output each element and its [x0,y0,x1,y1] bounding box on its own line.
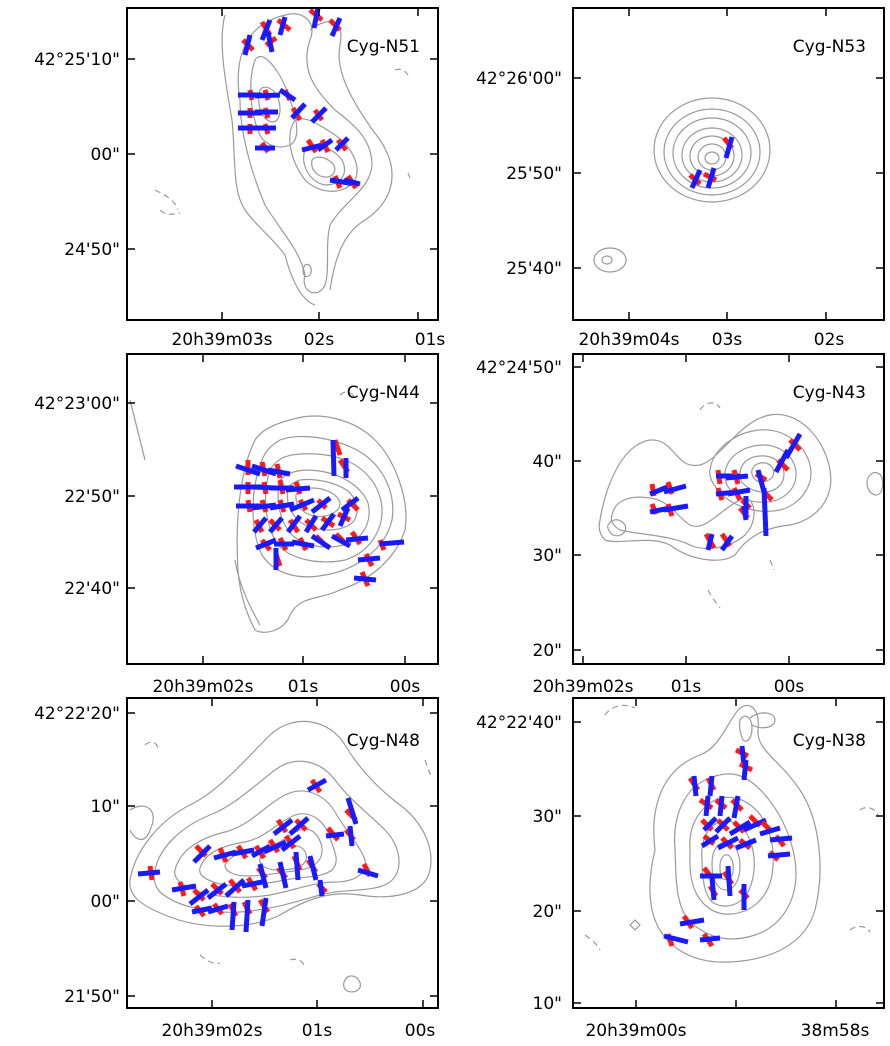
panel-title: Cyg-N38 [793,731,866,751]
y-tick-label: 42°24'50" [476,358,562,378]
x-tick-label: 00s [774,677,805,697]
x-tick-label: 20h39m00s [585,1021,686,1041]
panel-cyg-n38: Cyg-N38 42°22'40" 30" 20" 10" 20h39m00s … [476,697,885,1041]
x-tick-label: 20h39m02s [532,677,633,697]
contours [593,97,771,273]
contours [584,704,879,963]
x-tick-label: 00s [390,677,421,697]
y-tick-label: 20" [533,902,562,922]
panel-cyg-n43: Cyg-N43 42°24'50" 40" 30" 20" 20h39m02s … [476,353,885,697]
y-tick-label: 42°23'00" [34,394,120,414]
contours [598,402,884,609]
panel-title: Cyg-N44 [347,383,420,403]
y-tick-label: 00" [91,145,120,165]
y-tick-label: 40" [533,452,562,472]
x-tick-label: 02s [304,330,335,350]
panel-frame [572,697,885,1009]
y-tick-label: 30" [533,546,562,566]
x-tick-label: 00s [405,1021,436,1041]
panel-frame [572,7,885,321]
panel-frame [572,353,885,665]
axis-ticks [573,698,884,1008]
y-tick-label: 42°26'00" [476,69,562,89]
contours [129,720,433,993]
y-tick-label: 22'40" [64,579,120,599]
x-tick-label: 01s [415,330,446,350]
y-tick-label: 20" [533,641,562,661]
y-tick-label: 30" [533,807,562,827]
axis-ticks [573,354,884,664]
x-tick-label: 03s [712,330,743,350]
x-tick-label: 20h39m04s [578,330,679,350]
polarization-vectors [649,432,803,552]
panel-frame [126,7,439,321]
polarization-vectors [663,745,793,948]
x-tick-label: 20h39m02s [152,677,253,697]
panel-title: Cyg-N51 [347,37,420,57]
y-tick-label: 10" [91,797,120,817]
y-tick-label: 00" [91,892,120,912]
panel-frame [126,697,439,1009]
polarization-vectors [238,7,361,190]
x-tick-label: 20h39m02s [161,1021,262,1041]
panel-cyg-n53: Cyg-N53 42°26'00" 25'50" 25'40" 20h39m04… [476,7,885,350]
y-tick-label: 21'50" [64,987,120,1007]
x-tick-label: 01s [288,677,319,697]
y-tick-label: 42°22'20" [34,704,120,724]
panel-cyg-n51: Cyg-N51 42°25'10" 00" 24'50" 20h39m03s 0… [34,7,446,350]
contours [154,13,411,306]
x-tick-label: 02s [814,330,845,350]
polarization-vectors [234,439,405,587]
x-tick-label: 01s [302,1021,333,1041]
panel-cyg-n48: Cyg-N48 42°22'20" 10" 00" 21'50" 20h39m0… [34,697,439,1041]
axis-ticks [127,354,438,664]
polarization-vectors [688,136,735,190]
panel-title: Cyg-N48 [347,731,420,751]
y-tick-label: 42°25'10" [34,50,120,70]
x-tick-label: 20h39m03s [171,330,272,350]
y-tick-label: 22'50" [64,487,120,507]
panel-title: Cyg-N43 [793,383,866,403]
polarization-vectors [137,777,379,933]
y-tick-label: 24'50" [64,240,120,260]
y-tick-label: 25'40" [506,259,562,279]
axis-ticks [573,8,884,320]
y-tick-label: 10" [533,994,562,1014]
x-tick-label: 01s [671,677,702,697]
y-tick-label: 25'50" [506,164,562,184]
panel-cyg-n44: Cyg-N44 42°23'00" 22'50" 22'40" 20h39m02… [34,353,439,697]
y-tick-label: 42°22'40" [476,713,562,733]
axis-ticks [127,698,438,1008]
panel-title: Cyg-N53 [793,37,866,57]
x-tick-label: 38m58s [801,1021,870,1041]
contours [129,391,407,633]
panel-frame [126,353,439,665]
axis-ticks [127,8,438,320]
